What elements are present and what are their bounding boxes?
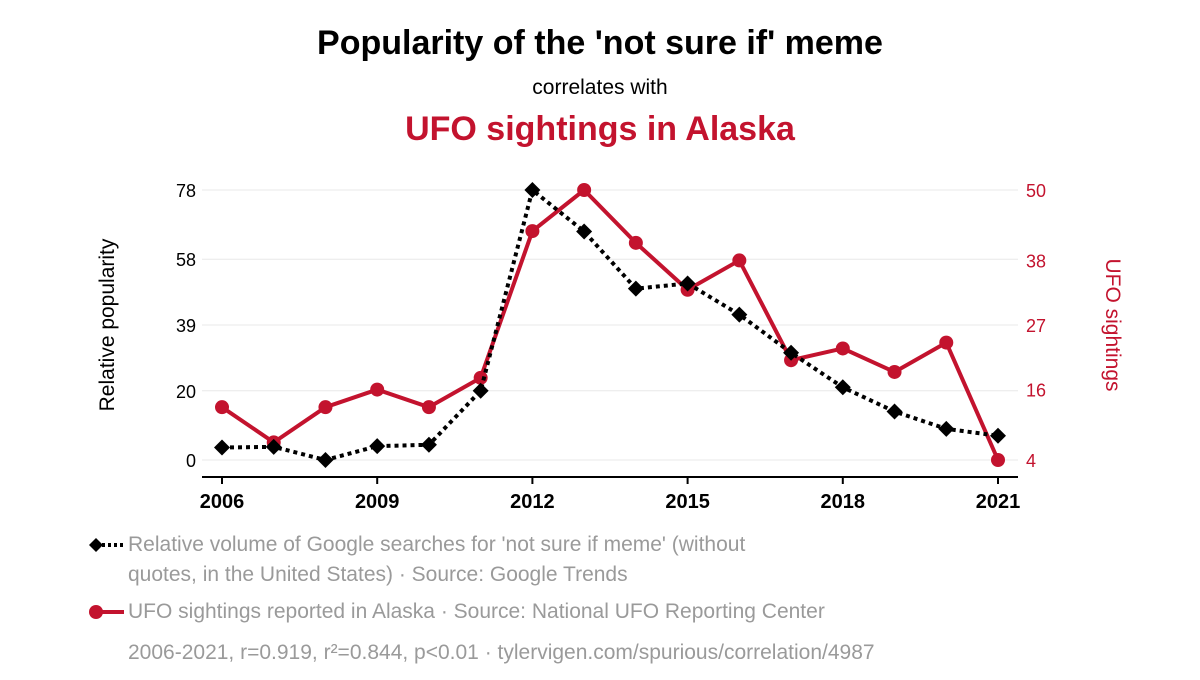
- y-right-tick-label: 27: [1026, 316, 1046, 336]
- y-right-tick-label: 38: [1026, 251, 1046, 271]
- data-point-google-searches: [679, 275, 696, 292]
- data-point-ufo-sightings: [732, 253, 747, 268]
- legend-label-google-searches-line2: quotes, in the United States) · Source: …: [128, 563, 628, 586]
- data-point-google-searches: [214, 439, 230, 456]
- data-point-ufo-sightings: [835, 341, 850, 356]
- data-point-ufo-sightings: [939, 335, 954, 350]
- data-point-ufo-sightings: [215, 400, 229, 415]
- y-left-tick-label: 39: [176, 316, 196, 336]
- data-point-ufo-sightings: [421, 400, 436, 415]
- x-tick-label: 2006: [200, 491, 245, 513]
- y-left-tick-label: 58: [176, 250, 196, 270]
- chart-title: Popularity of the 'not sure if' meme: [317, 24, 883, 62]
- legend-label-ufo-sightings: UFO sightings reported in Alaska · Sourc…: [128, 600, 825, 623]
- chart-title-secondary: UFO sightings in Alaska: [405, 110, 795, 148]
- data-point-google-searches: [317, 452, 334, 468]
- data-point-google-searches: [472, 382, 489, 399]
- data-point-google-searches: [938, 420, 955, 437]
- y-right-tick-label: 4: [1026, 451, 1036, 471]
- data-point-google-searches: [990, 427, 1006, 444]
- gridlines: [202, 189, 1018, 461]
- series-layer: [214, 182, 1006, 468]
- y-right-axis-title: UFO sightings: [1101, 258, 1124, 391]
- series-line-ufo-sightings: [220, 188, 1000, 461]
- data-point-google-searches: [420, 436, 437, 453]
- data-point-google-searches: [524, 182, 541, 198]
- data-point-google-searches: [576, 223, 593, 240]
- data-point-ufo-sightings: [525, 224, 540, 239]
- data-point-google-searches: [834, 379, 851, 396]
- correlation-stats: 2006-2021, r=0.919, r²=0.844, p<0.01 · t…: [128, 641, 875, 664]
- x-tick-label: 2009: [355, 491, 400, 513]
- data-point-ufo-sightings: [318, 400, 333, 415]
- x-tick-label: 2018: [821, 491, 866, 513]
- legend-label-google-searches-line1: Relative volume of Google searches for '…: [128, 533, 746, 556]
- legend-symbol-dotted-diamond: [89, 538, 124, 552]
- data-point-ufo-sightings: [577, 183, 592, 197]
- data-point-google-searches: [265, 438, 282, 455]
- series-line-google-searches: [221, 186, 999, 463]
- y-left-axis-title: Relative popularity: [96, 238, 119, 411]
- legend-symbol-red-circle: [89, 605, 124, 619]
- data-point-google-searches: [783, 344, 800, 361]
- data-point-google-searches: [731, 306, 748, 323]
- y-right-tick-label: 50: [1026, 181, 1046, 201]
- x-tick-label: 2021: [976, 491, 1021, 513]
- data-point-ufo-sightings: [887, 364, 902, 379]
- x-tick-label: 2012: [510, 491, 555, 513]
- chart-subtitle: correlates with: [532, 76, 668, 99]
- x-tick-label: 2015: [665, 491, 710, 513]
- y-left-tick-label: 78: [176, 181, 196, 201]
- data-point-google-searches: [627, 280, 644, 297]
- data-point-google-searches: [369, 438, 386, 455]
- y-right-tick-label: 16: [1026, 381, 1046, 401]
- y-left-tick-label: 0: [186, 451, 196, 471]
- axes: 0 20 39 58 78 4 16 27 38 50 2006 2009 2012 2015 2018 20…: [96, 181, 1124, 513]
- data-point-ufo-sightings: [628, 235, 643, 250]
- data-point-google-searches: [886, 403, 903, 420]
- data-point-ufo-sightings: [473, 370, 488, 385]
- y-left-tick-label: 20: [176, 382, 196, 402]
- data-point-ufo-sightings: [991, 453, 1005, 467]
- data-point-ufo-sightings: [370, 382, 385, 397]
